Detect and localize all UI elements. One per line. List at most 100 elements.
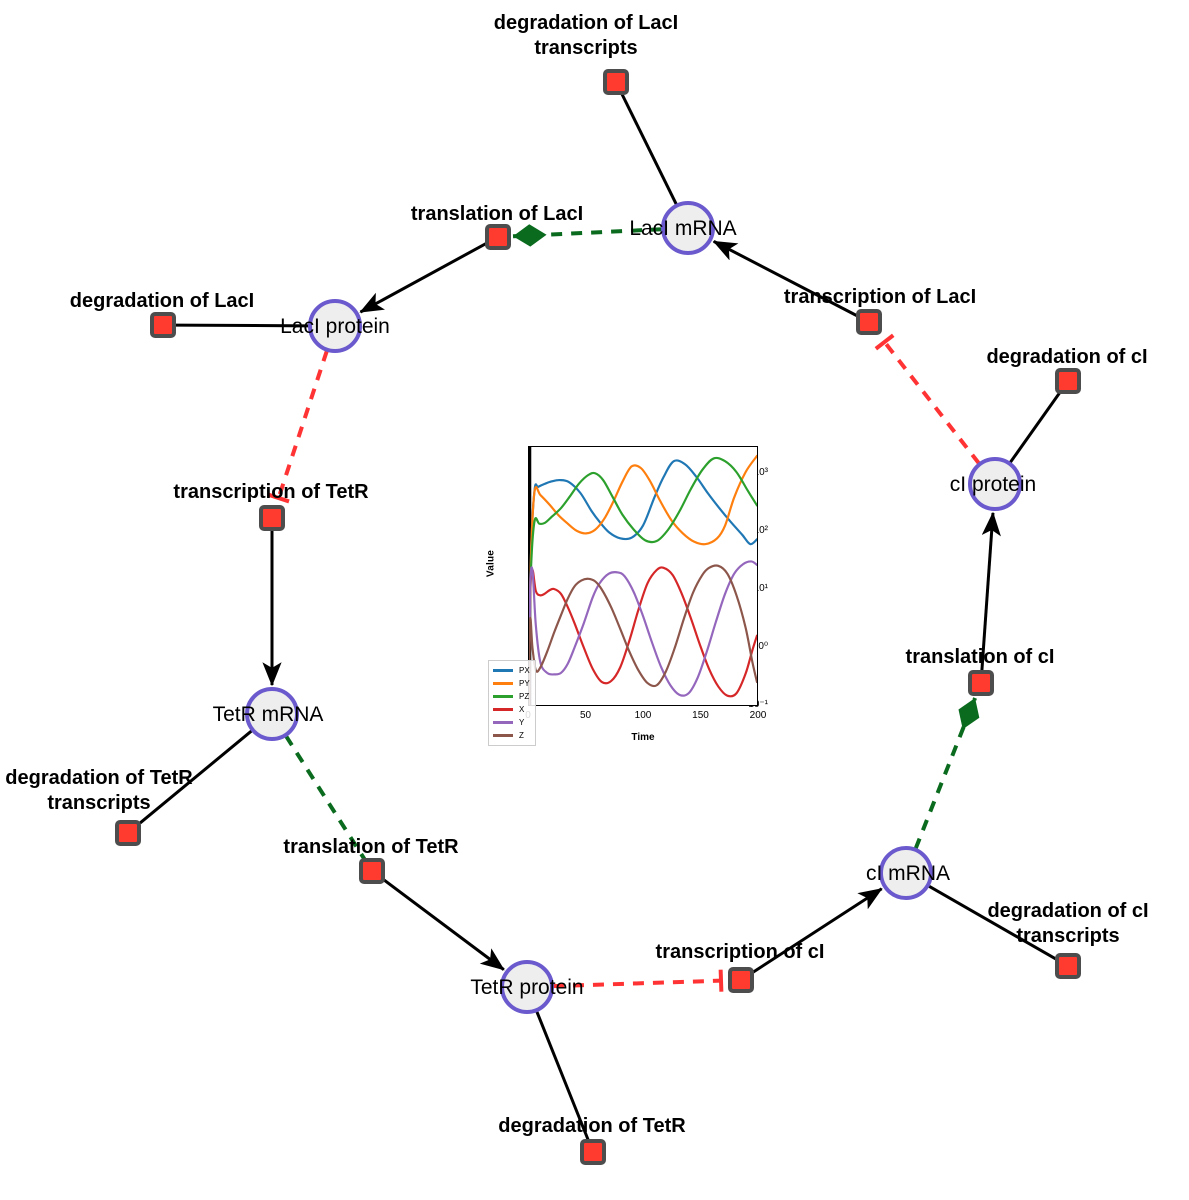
chart-legend-swatch xyxy=(493,669,513,672)
reaction-label-deg_ci_transcripts: transcripts xyxy=(1016,925,1119,947)
chart-legend-item: PY xyxy=(493,677,530,690)
chart-y-tick-label: 10⁻¹ xyxy=(748,699,768,710)
reaction-label-deg_laci_transcripts: transcripts xyxy=(534,37,637,59)
reaction-node-translation_ci[interactable] xyxy=(968,670,994,696)
chart-legend-label: Z xyxy=(519,730,524,740)
reaction-node-deg_tetr[interactable] xyxy=(580,1139,606,1165)
chart-legend-swatch xyxy=(493,708,513,711)
edge-inhibit xyxy=(882,340,981,465)
chart-x-tick-label: 100 xyxy=(634,710,652,721)
edge-plain xyxy=(383,878,505,971)
reaction-node-deg_tetr_transcripts[interactable] xyxy=(115,820,141,846)
chart-legend-swatch xyxy=(493,695,513,698)
chart-series-PZ xyxy=(529,456,757,649)
reaction-label-deg_ci: degradation of cI xyxy=(986,346,1147,368)
edge-catalyse xyxy=(913,697,980,850)
species-node-ci_mrna[interactable] xyxy=(879,846,933,900)
chart-y-tick-label: 10⁰ xyxy=(752,640,768,652)
inhibition-tbar-icon xyxy=(267,492,290,504)
chart-y-tick-label: 10³ xyxy=(753,466,768,478)
chart-legend-swatch xyxy=(493,682,513,685)
chart-series-Z xyxy=(529,564,757,705)
chart-legend: PX PY PZ X Y Z xyxy=(488,660,536,746)
reaction-label-deg_laci_transcripts: degradation of LacI xyxy=(494,12,678,34)
chart-legend-swatch xyxy=(493,721,513,724)
edge-plain xyxy=(927,884,1057,961)
species-label-tetr_protein: TetR protein xyxy=(470,976,583,999)
reaction-node-transcription_laci[interactable] xyxy=(856,309,882,335)
chart-legend-item: X xyxy=(493,703,530,716)
edge-plain xyxy=(1008,392,1061,464)
chart-x-tick-label: 150 xyxy=(692,710,709,721)
chart-series-PX xyxy=(529,459,757,649)
species-node-tetr_mrna[interactable] xyxy=(245,687,299,741)
chart-legend-item: Z xyxy=(493,729,530,742)
reaction-node-deg_laci[interactable] xyxy=(150,312,176,338)
reaction-label-transcription_laci: transcription of LacI xyxy=(784,286,976,308)
edge-plain xyxy=(174,323,310,328)
reaction-label-transcription_tetr: transcription of TetR xyxy=(173,481,369,503)
chart-y-axis-label: Value xyxy=(485,549,497,578)
edge-plain xyxy=(712,240,858,318)
chart-legend-item: PX xyxy=(493,664,530,677)
reaction-node-translation_tetr[interactable] xyxy=(359,858,385,884)
inhibition-tbar-icon xyxy=(874,333,895,351)
chart-legend-label: PY xyxy=(519,678,530,688)
chart-legend-swatch xyxy=(493,734,513,737)
label-layer: LacI mRNA LacI protein TetR mRNA TetR prote… xyxy=(5,12,1148,1137)
edge-catalyse xyxy=(512,224,663,247)
reaction-label-translation_ci: translation of cI xyxy=(906,646,1055,668)
reaction-label-translation_laci: translation of LacI xyxy=(411,203,583,225)
chart-legend-label: PZ xyxy=(519,691,530,701)
edge-catalyse xyxy=(284,734,367,861)
chart-x-tick-label: 50 xyxy=(579,710,592,721)
reaction-node-transcription_tetr[interactable] xyxy=(259,505,285,531)
reaction-label-deg_tetr_transcripts: transcripts xyxy=(47,792,150,814)
chart-legend-label: PX xyxy=(519,665,530,675)
chart-series-svg xyxy=(529,447,757,705)
edge-layer xyxy=(139,93,1061,1141)
chart-series-X xyxy=(529,566,757,705)
reaction-node-transcription_ci[interactable] xyxy=(728,967,754,993)
chart-series-Y xyxy=(529,560,757,705)
chart-x-tick-label: 200 xyxy=(749,710,767,721)
chart-legend-item: PZ xyxy=(493,690,530,703)
chart-plot-area xyxy=(528,446,758,706)
chart-legend-label: X xyxy=(519,704,525,714)
edge-plain xyxy=(535,1010,590,1141)
species-label-laci_mrna: LacI mRNA xyxy=(629,217,736,240)
chart-y-tick-label: 10² xyxy=(753,524,768,536)
node-layer xyxy=(115,69,1081,1165)
reaction-node-deg_ci[interactable] xyxy=(1055,368,1081,394)
species-node-laci_protein[interactable] xyxy=(308,299,362,353)
species-node-tetr_protein[interactable] xyxy=(500,960,554,1014)
chart-legend-item: Y xyxy=(493,716,530,729)
edge-inhibit xyxy=(276,350,329,499)
reaction-label-deg_ci_transcripts: degradation of cI xyxy=(987,900,1148,922)
inhibition-tbar-icon xyxy=(718,969,724,992)
edge-plain xyxy=(980,511,1001,672)
chart-x-axis-label: Time xyxy=(631,732,655,743)
chart-series-PY xyxy=(529,454,757,649)
reaction-label-translation_tetr: translation of TetR xyxy=(283,836,459,858)
species-node-laci_mrna[interactable] xyxy=(661,201,715,255)
species-node-ci_protein[interactable] xyxy=(968,457,1022,511)
edge-inhibit xyxy=(552,978,722,989)
chart-legend-label: Y xyxy=(519,717,525,727)
reaction-node-deg_ci_transcripts[interactable] xyxy=(1055,953,1081,979)
reaction-label-transcription_ci: transcription of cI xyxy=(656,941,825,963)
species-label-ci_protein: cI protein xyxy=(950,473,1036,496)
reaction-node-translation_laci[interactable] xyxy=(485,224,511,250)
reaction-label-deg_tetr_transcripts: degradation of TetR xyxy=(5,767,193,789)
edge-plain xyxy=(752,887,883,974)
species-label-tetr_mrna: TetR mRNA xyxy=(213,703,324,726)
edge-plain xyxy=(139,729,253,825)
edge-plain xyxy=(620,93,678,206)
reaction-node-deg_laci_transcripts[interactable] xyxy=(603,69,629,95)
reaction-label-deg_tetr: degradation of TetR xyxy=(498,1115,686,1137)
species-label-laci_protein: LacI protein xyxy=(280,315,390,338)
chart-y-tick-label: 10¹ xyxy=(753,582,768,594)
edge-plain xyxy=(359,242,487,314)
reaction-label-deg_laci: degradation of LacI xyxy=(70,290,254,312)
